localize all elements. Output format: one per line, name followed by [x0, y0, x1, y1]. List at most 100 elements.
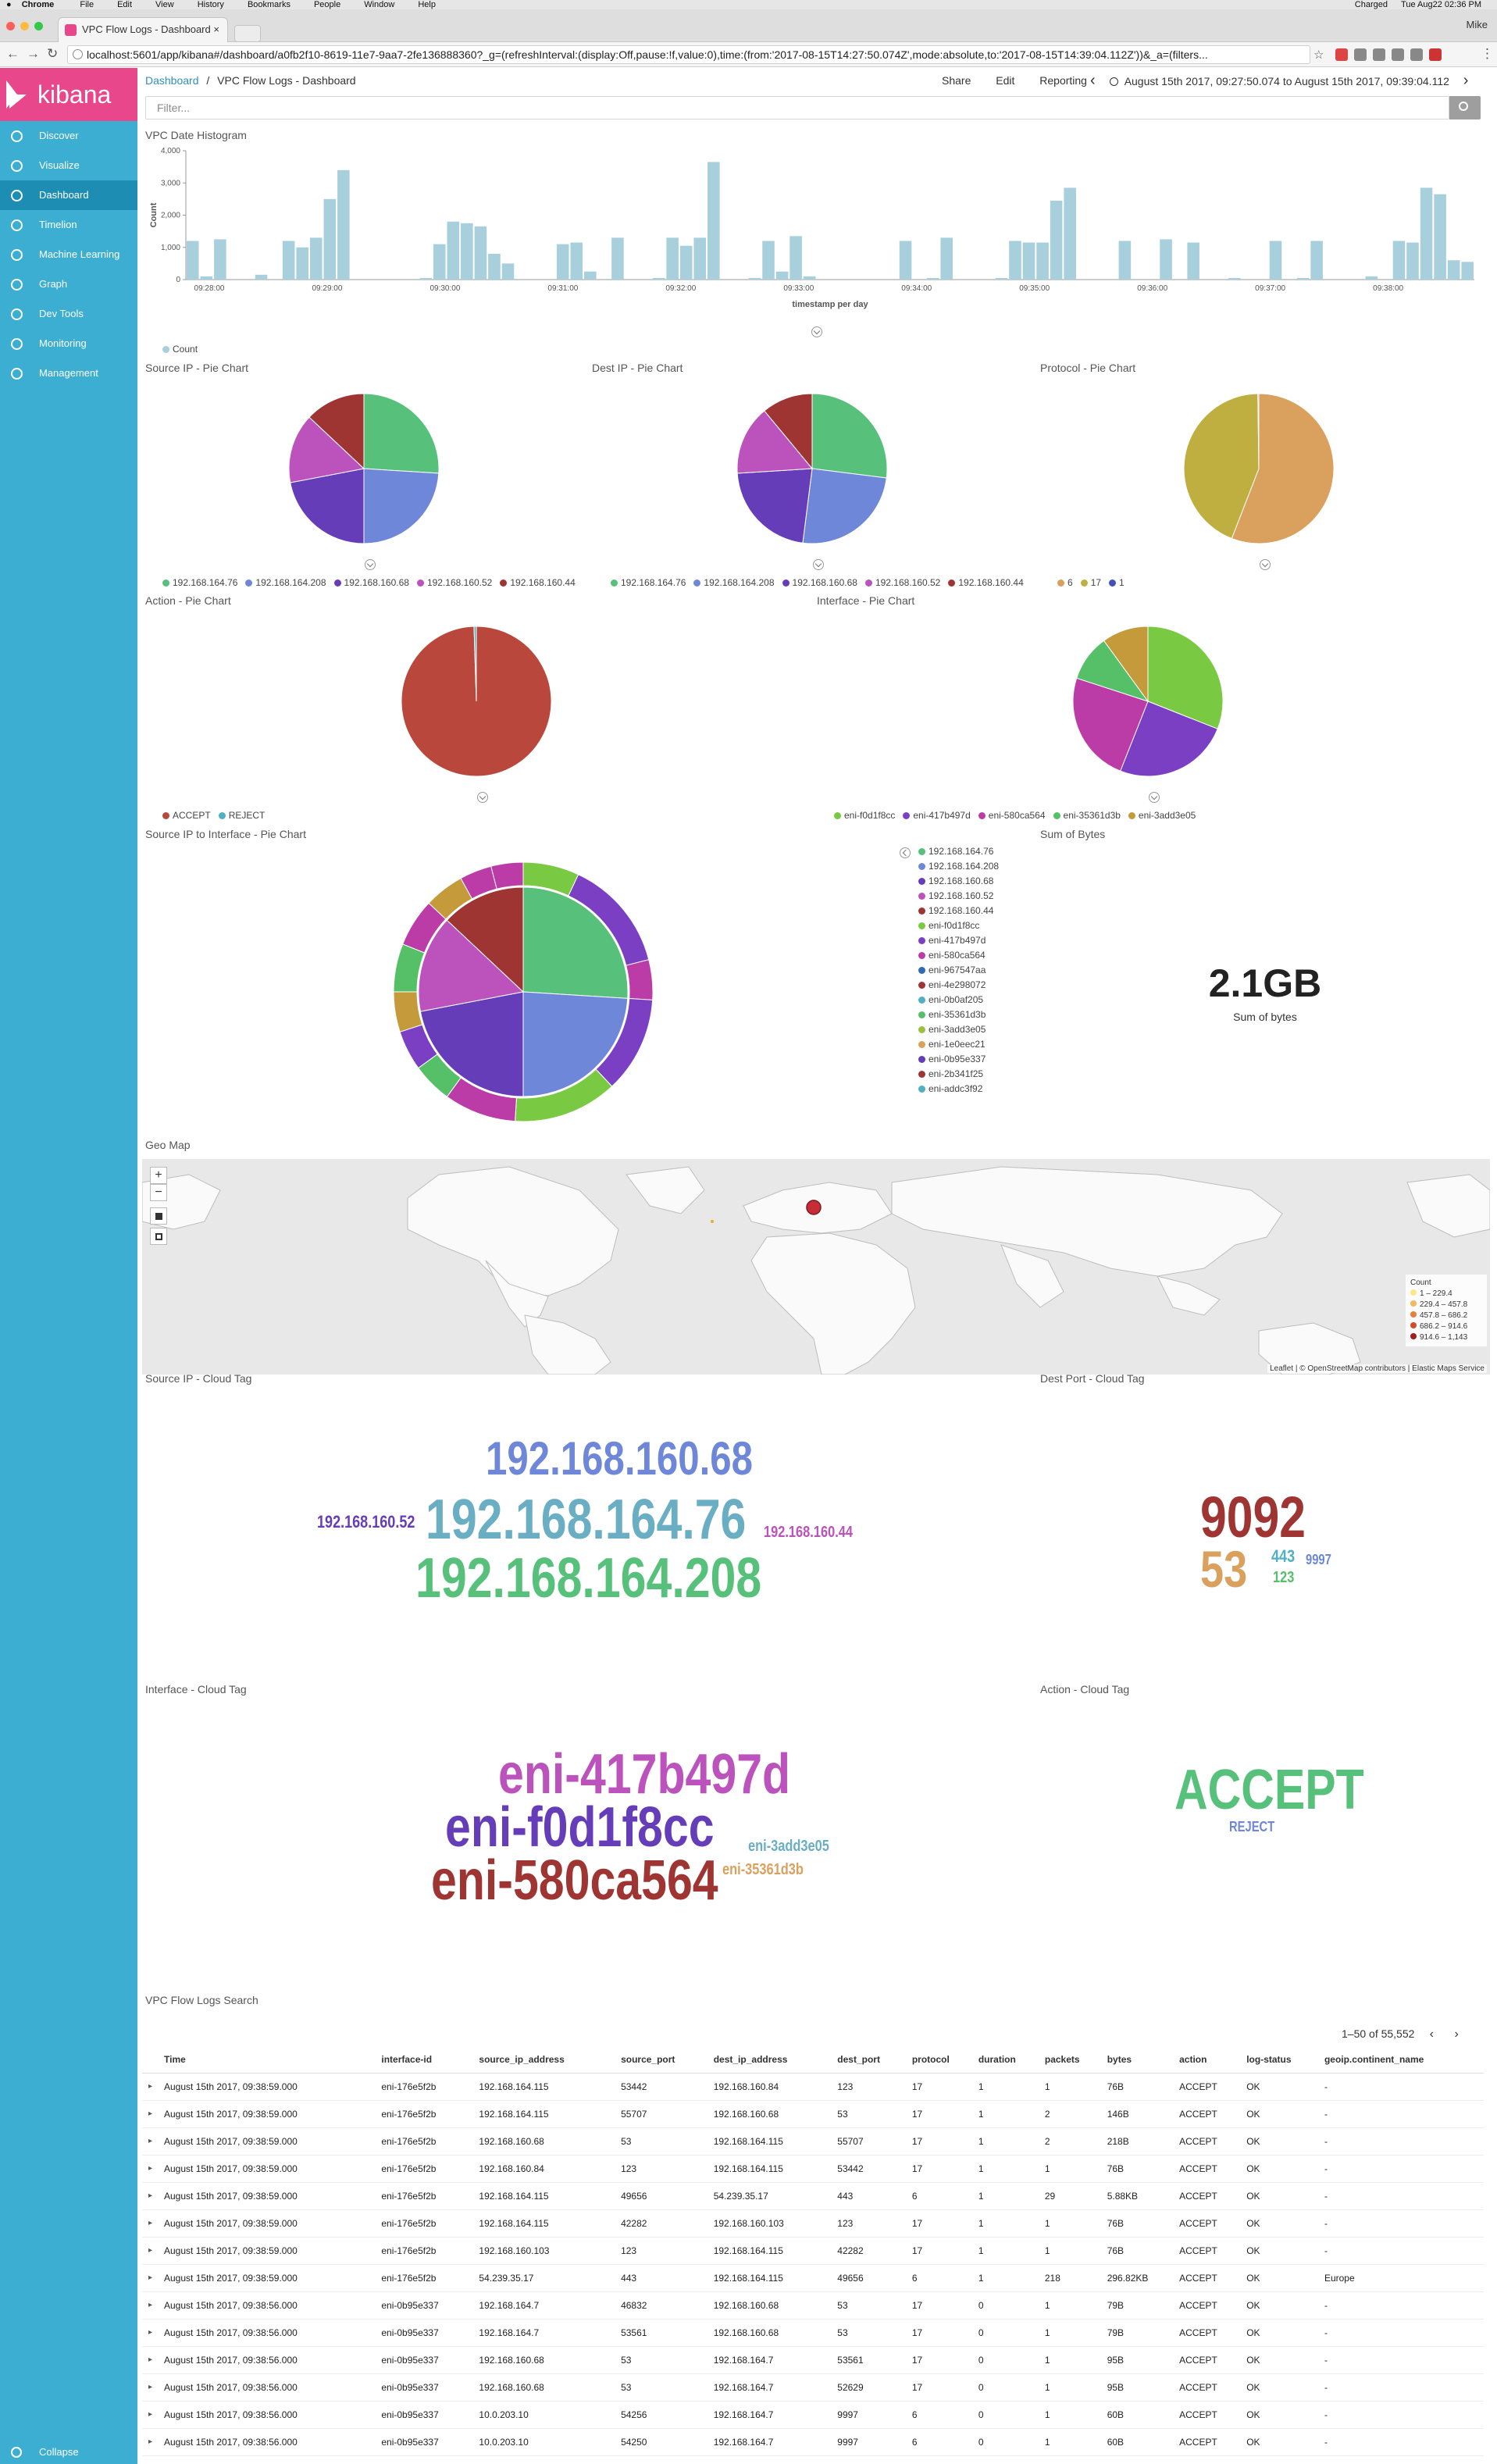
- legend-item[interactable]: eni-addc3f92: [918, 1083, 999, 1098]
- pie-slice[interactable]: [446, 886, 524, 993]
- tag[interactable]: 192.168.160.68: [486, 1432, 754, 1485]
- tag[interactable]: eni-3add3e05: [748, 1838, 829, 1855]
- histogram-bar[interactable]: [1447, 260, 1460, 280]
- table-row[interactable]: ▸ August 15th 2017, 09:38:59.000 eni-176e5…: [142, 2100, 1484, 2128]
- zoom-out-button[interactable]: −: [150, 1184, 167, 1201]
- legend-item[interactable]: 192.168.164.76: [918, 846, 999, 861]
- forward-icon[interactable]: →: [27, 46, 40, 61]
- histogram-bar[interactable]: [762, 241, 775, 280]
- edit-button[interactable]: Edit: [996, 74, 1015, 87]
- table-row[interactable]: ▸ August 15th 2017, 09:38:56.000 eni-0b95e…: [142, 2401, 1484, 2429]
- table-row[interactable]: ▸ August 15th 2017, 09:38:56.000 eni-0b95e…: [142, 2373, 1484, 2402]
- histogram-bar[interactable]: [1434, 194, 1446, 280]
- map-marker[interactable]: [711, 1220, 714, 1223]
- legend-item[interactable]: 192.168.160.52: [416, 577, 492, 588]
- menu-item-history[interactable]: History: [197, 0, 224, 9]
- legend-toggle-icon[interactable]: [813, 559, 824, 570]
- table-row[interactable]: ▸ August 15th 2017, 09:38:59.000 eni-176e5…: [142, 2237, 1484, 2265]
- legend-item[interactable]: ACCEPT: [162, 810, 211, 821]
- histogram-bar[interactable]: [611, 237, 624, 280]
- column-header[interactable]: protocol: [907, 2046, 974, 2074]
- histogram-bar[interactable]: [1269, 241, 1282, 280]
- histogram-bar[interactable]: [748, 277, 761, 280]
- legend-item[interactable]: 192.168.164.208: [245, 577, 326, 588]
- legend-toggle-icon[interactable]: [1149, 792, 1160, 803]
- time-next-button[interactable]: ›: [1463, 72, 1469, 89]
- histogram-bar[interactable]: [556, 244, 569, 280]
- table-row[interactable]: ▸ August 15th 2017, 09:38:56.000 eni-0b95e…: [142, 2346, 1484, 2374]
- legend-item[interactable]: 192.168.164.208: [693, 577, 775, 588]
- tag[interactable]: 9092: [1200, 1485, 1306, 1549]
- pie-slice[interactable]: [1120, 701, 1218, 777]
- histogram-bar[interactable]: [214, 239, 226, 280]
- pie-slice[interactable]: [290, 468, 365, 544]
- dest-ip-pie-chart[interactable]: [734, 390, 890, 547]
- legend-item[interactable]: 192.168.164.76: [162, 577, 237, 588]
- expand-row-icon[interactable]: ▸: [142, 2319, 159, 2347]
- pie-slice[interactable]: [522, 991, 629, 1097]
- histogram-bar[interactable]: [803, 276, 816, 280]
- histogram-bar[interactable]: [1420, 187, 1433, 280]
- tag[interactable]: 123: [1273, 1569, 1295, 1586]
- extension-icon[interactable]: [1335, 48, 1348, 61]
- expand-row-icon[interactable]: ▸: [142, 2073, 159, 2101]
- histogram-bar[interactable]: [899, 241, 912, 280]
- menu-item-file[interactable]: File: [80, 0, 94, 9]
- histogram-bar[interactable]: [1009, 241, 1021, 280]
- legend-item[interactable]: REJECT: [218, 810, 265, 821]
- tag[interactable]: 9997: [1306, 1552, 1331, 1567]
- tag[interactable]: 443: [1271, 1546, 1296, 1566]
- pie-slice[interactable]: [1147, 626, 1224, 729]
- expand-row-icon[interactable]: ▸: [142, 2401, 159, 2429]
- column-header[interactable]: source_port: [616, 2046, 709, 2074]
- maximize-window-icon[interactable]: [34, 22, 43, 30]
- pie-slice[interactable]: [308, 393, 365, 470]
- histogram-bar[interactable]: [187, 241, 199, 280]
- legend-item[interactable]: 1: [1109, 577, 1125, 588]
- protocol-pie-chart[interactable]: [1181, 390, 1337, 547]
- legend-item[interactable]: eni-0b95e337: [918, 1054, 999, 1068]
- legend-item[interactable]: 192.168.160.68: [333, 577, 409, 588]
- pie-slice[interactable]: [736, 410, 814, 474]
- source-ip-pie-chart[interactable]: [286, 390, 442, 547]
- histogram-bar[interactable]: [666, 237, 679, 280]
- legend-item[interactable]: eni-967547aa: [918, 965, 999, 979]
- expand-row-icon[interactable]: ▸: [142, 2209, 159, 2238]
- histogram-bar[interactable]: [461, 223, 473, 280]
- expand-row-icon[interactable]: ▸: [142, 2373, 159, 2402]
- legend-item[interactable]: eni-3add3e05: [918, 1024, 999, 1039]
- tab-close-icon[interactable]: ×: [213, 23, 219, 35]
- pie-slice[interactable]: [1183, 393, 1260, 540]
- extension-icon[interactable]: [1392, 48, 1404, 61]
- prev-page-button[interactable]: ‹: [1429, 2027, 1434, 2041]
- legend-item[interactable]: eni-580ca564: [918, 950, 999, 965]
- histogram-bar[interactable]: [679, 245, 693, 280]
- table-row[interactable]: ▸ August 15th 2017, 09:38:59.000 eni-176e5…: [142, 2073, 1484, 2101]
- column-header[interactable]: source_ip_address: [474, 2046, 617, 2074]
- table-row[interactable]: ▸ August 15th 2017, 09:38:59.000 eni-176e5…: [142, 2182, 1484, 2210]
- tag[interactable]: eni-580ca564: [431, 1849, 718, 1912]
- legend-item[interactable]: Count: [162, 344, 198, 355]
- legend-item[interactable]: eni-2b341f25: [918, 1068, 999, 1083]
- table-row[interactable]: ▸ August 15th 2017, 09:38:56.000 eni-0b95e…: [142, 2428, 1484, 2456]
- pie-slice[interactable]: [764, 393, 813, 470]
- histogram-bar[interactable]: [652, 277, 665, 280]
- legend-item[interactable]: eni-35361d3b: [918, 1009, 999, 1024]
- tag[interactable]: ACCEPT: [1174, 1759, 1364, 1821]
- pie-slice[interactable]: [802, 468, 887, 544]
- extension-icon[interactable]: [1429, 48, 1442, 61]
- sidebar-item-discover[interactable]: Discover: [0, 121, 137, 151]
- browser-tab[interactable]: VPC Flow Logs - Dashboard ×: [58, 17, 228, 42]
- expand-row-icon[interactable]: ▸: [142, 2182, 159, 2210]
- legend-toggle-icon[interactable]: [477, 792, 488, 803]
- column-header[interactable]: log-status: [1242, 2046, 1320, 2074]
- histogram-bar[interactable]: [1310, 241, 1323, 280]
- back-icon[interactable]: ←: [6, 46, 20, 61]
- legend-item[interactable]: eni-4e298072: [918, 979, 999, 994]
- legend-item[interactable]: eni-417b497d: [918, 935, 999, 950]
- column-header[interactable]: bytes: [1102, 2046, 1175, 2074]
- legend-item[interactable]: 192.168.160.44: [500, 577, 576, 588]
- column-header[interactable]: dest_port: [832, 2046, 907, 2074]
- table-row[interactable]: ▸ August 15th 2017, 09:38:59.000 eni-176e5…: [142, 2155, 1484, 2183]
- table-row[interactable]: ▸ August 15th 2017, 09:38:59.000 eni-176e5…: [142, 2209, 1484, 2238]
